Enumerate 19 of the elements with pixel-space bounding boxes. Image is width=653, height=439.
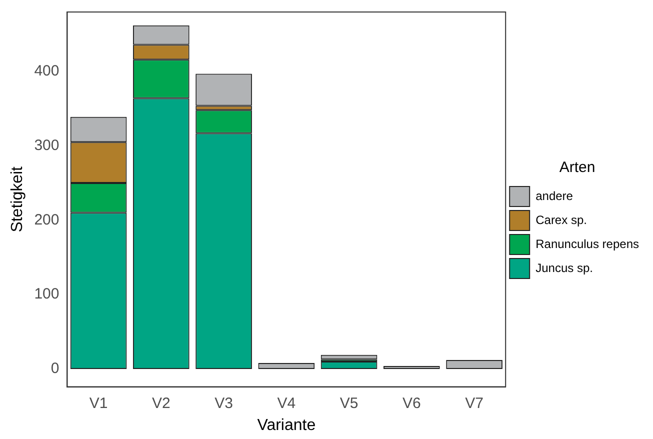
- x-tick-label: V2: [152, 394, 170, 412]
- y-tick-label: 200: [34, 211, 60, 228]
- legend-label: Ranunculus repens: [536, 236, 640, 251]
- y-tick-label: 400: [34, 62, 60, 80]
- legend-label: Carex sp.: [536, 212, 587, 227]
- legend-title: Arten: [559, 159, 596, 176]
- x-tick-label: V7: [465, 394, 484, 412]
- x-tick-label: V4: [277, 394, 296, 412]
- y-axis-title: Stetigkeit: [9, 166, 26, 232]
- x-tick-label: V1: [89, 394, 108, 412]
- y-tick-label: 0: [50, 360, 60, 378]
- x-tick-label: V6: [402, 394, 421, 412]
- legend-label: andere: [536, 188, 574, 203]
- y-tick-label: 300: [34, 137, 60, 154]
- y-tick-label: 100: [34, 286, 60, 303]
- x-axis-title: Variante: [257, 416, 316, 434]
- x-tick-label: V5: [340, 394, 358, 412]
- legend-label: Juncus sp.: [536, 260, 593, 275]
- x-tick-label: V3: [214, 394, 233, 412]
